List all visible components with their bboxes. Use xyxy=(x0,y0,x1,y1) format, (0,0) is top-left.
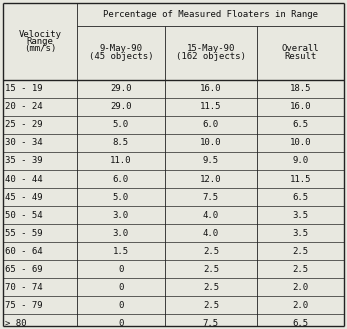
Text: 2.5: 2.5 xyxy=(292,247,308,256)
Text: 6.5: 6.5 xyxy=(292,192,308,202)
Text: 75 - 79: 75 - 79 xyxy=(5,301,43,310)
Text: 0: 0 xyxy=(118,265,124,274)
Text: (mm/s): (mm/s) xyxy=(24,44,56,53)
Text: 25 - 29: 25 - 29 xyxy=(5,120,43,129)
Text: 65 - 69: 65 - 69 xyxy=(5,265,43,274)
Text: 4.0: 4.0 xyxy=(203,211,219,219)
Text: 8.5: 8.5 xyxy=(113,139,129,147)
Text: 18.5: 18.5 xyxy=(289,84,311,93)
Text: 0: 0 xyxy=(118,301,124,310)
Text: 29.0: 29.0 xyxy=(110,102,132,112)
Text: 35 - 39: 35 - 39 xyxy=(5,157,43,165)
Text: 3.5: 3.5 xyxy=(292,229,308,238)
Text: 9.0: 9.0 xyxy=(292,157,308,165)
Text: 6.0: 6.0 xyxy=(203,120,219,129)
Text: 2.5: 2.5 xyxy=(292,265,308,274)
Text: 15-May-90: 15-May-90 xyxy=(187,44,235,53)
Text: 30 - 34: 30 - 34 xyxy=(5,139,43,147)
Text: 55 - 59: 55 - 59 xyxy=(5,229,43,238)
Text: 7.5: 7.5 xyxy=(203,319,219,328)
Text: 1.5: 1.5 xyxy=(113,247,129,256)
Text: 6.0: 6.0 xyxy=(113,174,129,184)
Text: 4.0: 4.0 xyxy=(203,229,219,238)
Text: 5.0: 5.0 xyxy=(113,120,129,129)
Text: 5.0: 5.0 xyxy=(113,192,129,202)
Text: 3.0: 3.0 xyxy=(113,229,129,238)
Text: 9-May-90: 9-May-90 xyxy=(99,44,142,53)
Text: 50 - 54: 50 - 54 xyxy=(5,211,43,219)
Text: 29.0: 29.0 xyxy=(110,84,132,93)
Text: 16.0: 16.0 xyxy=(289,102,311,112)
Text: (162 objects): (162 objects) xyxy=(176,52,246,62)
Text: Percentage of Measured Floaters in Range: Percentage of Measured Floaters in Range xyxy=(103,10,318,19)
Text: 11.0: 11.0 xyxy=(110,157,132,165)
Text: (45 objects): (45 objects) xyxy=(88,52,153,62)
Text: 45 - 49: 45 - 49 xyxy=(5,192,43,202)
Text: 2.5: 2.5 xyxy=(203,265,219,274)
Text: 2.5: 2.5 xyxy=(203,283,219,292)
Text: 6.5: 6.5 xyxy=(292,319,308,328)
Text: > 80: > 80 xyxy=(5,319,27,328)
Text: 9.5: 9.5 xyxy=(203,157,219,165)
Text: 3.0: 3.0 xyxy=(113,211,129,219)
Text: 10.0: 10.0 xyxy=(289,139,311,147)
Text: 2.5: 2.5 xyxy=(203,247,219,256)
Text: 2.0: 2.0 xyxy=(292,283,308,292)
Text: 7.5: 7.5 xyxy=(203,192,219,202)
Text: Overall: Overall xyxy=(281,44,319,53)
Text: 2.5: 2.5 xyxy=(203,301,219,310)
Text: 12.0: 12.0 xyxy=(200,174,222,184)
Text: 15 - 19: 15 - 19 xyxy=(5,84,43,93)
Text: 0: 0 xyxy=(118,283,124,292)
Text: 20 - 24: 20 - 24 xyxy=(5,102,43,112)
Text: 70 - 74: 70 - 74 xyxy=(5,283,43,292)
Text: Velocity: Velocity xyxy=(18,31,61,39)
Text: 11.5: 11.5 xyxy=(200,102,222,112)
Text: 60 - 64: 60 - 64 xyxy=(5,247,43,256)
Text: 16.0: 16.0 xyxy=(200,84,222,93)
Text: 40 - 44: 40 - 44 xyxy=(5,174,43,184)
Text: 2.0: 2.0 xyxy=(292,301,308,310)
Text: Result: Result xyxy=(284,52,316,62)
Text: Range: Range xyxy=(27,37,53,46)
Text: 11.5: 11.5 xyxy=(289,174,311,184)
Text: 10.0: 10.0 xyxy=(200,139,222,147)
Text: 0: 0 xyxy=(118,319,124,328)
Text: 6.5: 6.5 xyxy=(292,120,308,129)
Text: 3.5: 3.5 xyxy=(292,211,308,219)
